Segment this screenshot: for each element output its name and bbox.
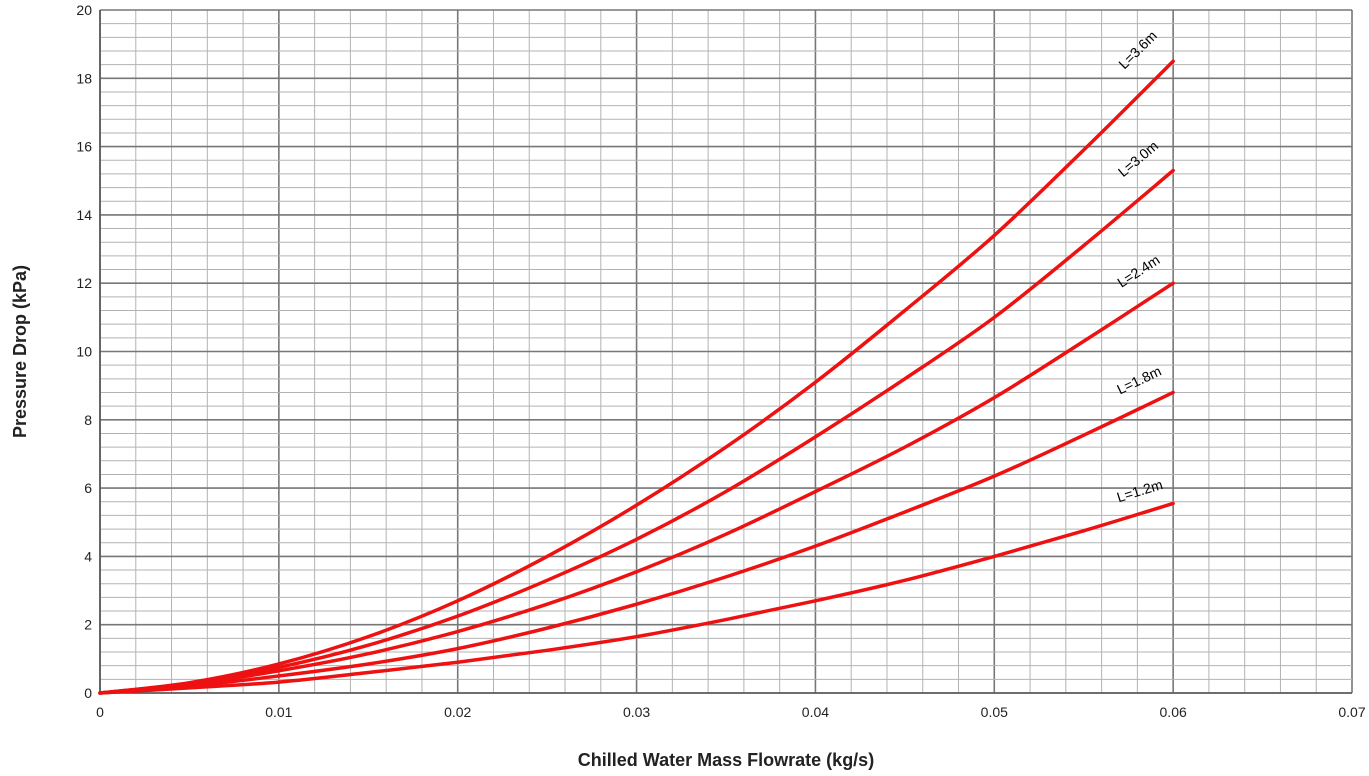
x-tick-label: 0.02 — [444, 704, 471, 720]
x-axis-title: Chilled Water Mass Flowrate (kg/s) — [578, 750, 874, 770]
x-tick-labels: 0 0.01 0.02 0.03 0.04 0.05 0.06 0.07 — [96, 704, 1366, 720]
series-line — [98, 501, 1175, 695]
y-tick-label: 18 — [76, 70, 92, 86]
x-tick-label: 0.06 — [1160, 704, 1187, 720]
y-axis-title: Pressure Drop (kPa) — [10, 265, 30, 438]
x-tick-label: 0.03 — [623, 704, 650, 720]
x-tick-label: 0.07 — [1338, 704, 1365, 720]
y-tick-label: 14 — [76, 207, 92, 223]
series-lines — [98, 59, 1175, 695]
series-label: L=1.2m — [1115, 476, 1165, 505]
x-tick-label: 0.05 — [981, 704, 1008, 720]
grid — [99, 9, 1353, 694]
y-tick-label: 16 — [76, 139, 92, 155]
series-line — [98, 390, 1175, 695]
axes — [99, 10, 1352, 694]
x-tick-label: 0.01 — [265, 704, 292, 720]
series-line — [98, 281, 1175, 695]
y-tick-label: 6 — [84, 480, 92, 496]
y-tick-label: 2 — [84, 617, 92, 633]
y-tick-label: 20 — [76, 2, 92, 18]
y-tick-label: 0 — [84, 685, 92, 701]
series-line — [98, 59, 1175, 695]
y-tick-label: 4 — [84, 548, 92, 564]
x-tick-label: 0 — [96, 704, 104, 720]
y-tick-label: 10 — [76, 344, 92, 360]
y-tick-label: 8 — [84, 412, 92, 428]
series-line — [98, 168, 1175, 695]
series-label: L=2.4m — [1114, 251, 1162, 290]
y-tick-label: 12 — [76, 275, 92, 291]
y-tick-labels: 0 2 4 6 8 10 12 14 16 18 20 — [76, 2, 92, 701]
x-tick-label: 0.04 — [802, 704, 829, 720]
